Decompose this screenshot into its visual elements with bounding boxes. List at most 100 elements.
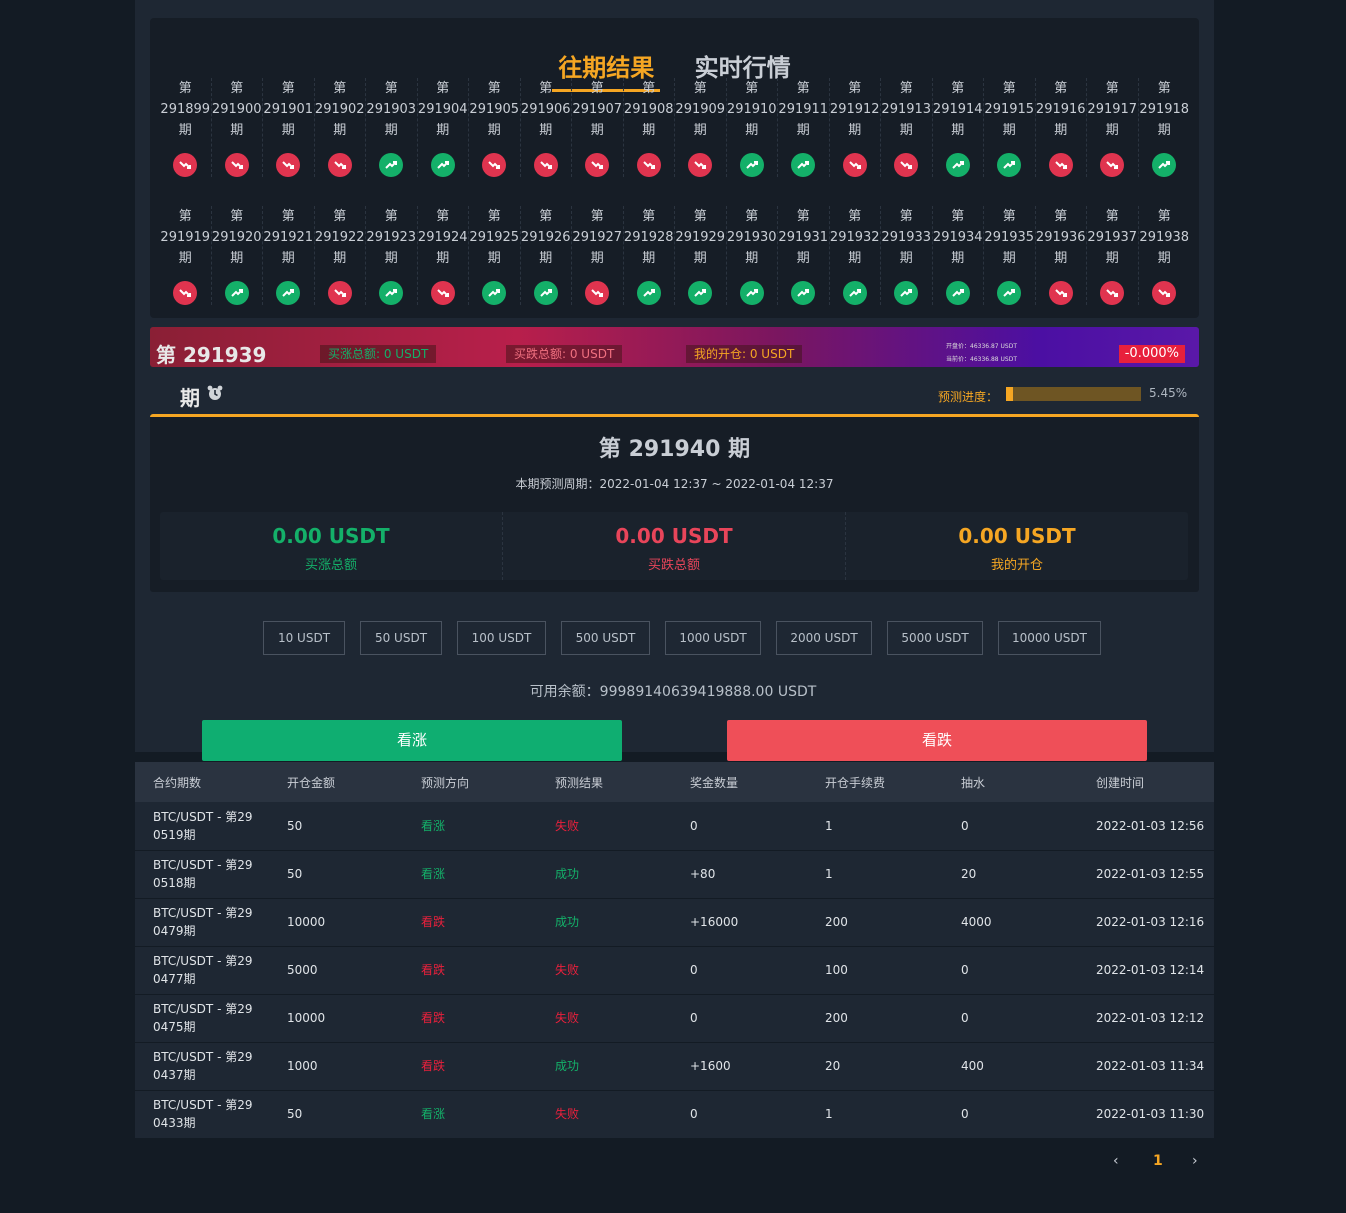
amount-button-50[interactable]: 50 USDT <box>360 621 442 655</box>
cell-direction: 看跌 <box>403 946 537 995</box>
pagination-page[interactable]: 1 <box>1153 1153 1163 1169</box>
period-prefix: 第 <box>1105 209 1119 224</box>
result-cell: 第 291900 期 <box>212 78 263 177</box>
period-number: 291914 <box>932 102 983 117</box>
tab-past-results[interactable]: 往期结果 <box>552 48 661 92</box>
trend-up-icon <box>945 281 970 305</box>
buy-down-button[interactable]: 看跌 <box>727 720 1147 761</box>
cell-contract: BTC/USDT - 第29 0518期 <box>135 850 269 899</box>
stat-label: 我的开仓 <box>990 558 1043 573</box>
period-suffix: 期 <box>281 123 295 138</box>
current-period-banner: 第 291939 买涨总额: 0 USDT 买跌总额: 0 USDT 我的开仓:… <box>150 327 1199 367</box>
amount-button-100[interactable]: 100 USDT <box>457 621 546 655</box>
result-cell: 第 291935 期 <box>984 206 1036 305</box>
period-prefix: 第 <box>333 81 347 96</box>
period-suffix: 期 <box>384 251 398 266</box>
stat-label: 买涨总额 <box>304 558 357 573</box>
period-suffix: 期 <box>1054 251 1068 266</box>
trend-down-icon <box>276 153 301 177</box>
trend-up-icon <box>533 281 558 305</box>
tab-live-market[interactable]: 实时行情 <box>694 54 791 82</box>
trend-up-icon <box>842 281 867 305</box>
period-number: 291931 <box>778 230 829 245</box>
amount-button-1000[interactable]: 1000 USDT <box>665 621 761 655</box>
amount-button-2000[interactable]: 2000 USDT <box>776 621 872 655</box>
buy-up-button[interactable]: 看涨 <box>202 720 622 761</box>
cell-contract: BTC/USDT - 第29 0519期 <box>135 802 269 851</box>
period-suffix: 期 <box>487 123 501 138</box>
column-header: 预测方向 <box>403 762 537 802</box>
period-suffix: 期 <box>178 251 192 266</box>
period-prefix: 第 <box>230 209 244 224</box>
contract-line: BTC/USDT - 第29 <box>153 1098 253 1112</box>
period-prefix: 第 <box>230 81 244 96</box>
trend-down-icon <box>173 281 198 305</box>
tab-bar: 往期结果 实时行情 <box>150 48 1199 92</box>
period-suffix: 期 <box>230 123 244 138</box>
cell-bonus: 0 <box>672 1090 807 1139</box>
period-suffix: 期 <box>1157 123 1171 138</box>
result-cell: 第 291923 期 <box>366 206 418 305</box>
contract-line: 0437期 <box>153 1068 196 1082</box>
period-suffix: 期 <box>1002 251 1016 266</box>
table-row: BTC/USDT - 第29 0475期 10000 看跌 失败 0 200 0 2022-01… <box>135 994 1214 1043</box>
period-prefix: 第 <box>384 81 398 96</box>
contract-line: 0518期 <box>153 876 196 890</box>
amount-button-5000[interactable]: 5000 USDT <box>887 621 983 655</box>
result-cell: 第 291921 期 <box>263 206 315 305</box>
result-cell: 第 291933 期 <box>881 206 933 305</box>
trend-down-icon <box>688 153 713 177</box>
cell-result: 失败 <box>537 1090 672 1139</box>
result-cell: 第 291913 期 <box>881 78 933 177</box>
progress-percent: 5.45% <box>1149 386 1188 400</box>
trend-up-icon <box>791 153 816 177</box>
results-row-2: 第 291919 期 第 291920 期 第 291921 期 第 291922 期 第 291923 期… <box>160 206 1190 305</box>
period-suffix: 期 <box>436 123 450 138</box>
progress-bar <box>1006 387 1141 401</box>
amount-button-10[interactable]: 10 USDT <box>263 621 345 655</box>
period-suffix: 期 <box>796 123 810 138</box>
period-suffix: 期 <box>693 251 707 266</box>
pagination-next[interactable]: › <box>1192 1153 1198 1169</box>
contract-line: 0519期 <box>153 827 196 842</box>
period-number: 291917 <box>1087 102 1138 117</box>
period-suffix: 期 <box>1105 251 1119 266</box>
contract-line: BTC/USDT - 第29 <box>153 906 253 920</box>
period-suffix: 期 <box>333 251 347 266</box>
column-header: 奖金数量 <box>672 762 807 802</box>
banner-period-title: 第 291939 <box>156 343 267 367</box>
trend-down-icon <box>1048 153 1073 177</box>
cell-direction: 看跌 <box>403 1042 537 1091</box>
period-suffix: 期 <box>848 251 862 266</box>
period-suffix: 期 <box>539 251 553 266</box>
result-cell: 第 291919 期 <box>160 206 212 305</box>
period-prefix: 第 <box>384 209 398 224</box>
period-prefix: 第 <box>281 209 295 224</box>
result-cell: 第 291932 期 <box>830 206 881 305</box>
trend-up-icon <box>379 153 404 177</box>
period-prefix: 第 <box>487 81 501 96</box>
pagination-prev[interactable]: ‹ <box>1113 1153 1119 1169</box>
amount-button-10000[interactable]: 10000 USDT <box>998 621 1101 655</box>
contract-line: 0479期 <box>153 924 196 938</box>
trend-down-icon <box>327 153 352 177</box>
period-suffix: 期 <box>281 251 295 266</box>
period-prefix: 第 <box>333 209 347 224</box>
result-cell: 第 291918 期 <box>1139 78 1191 177</box>
period-suffix: 期 <box>1002 123 1016 138</box>
trend-down-icon <box>1100 281 1125 305</box>
result-cell: 第 291916 期 <box>1036 78 1087 177</box>
cell-fee: 200 <box>807 994 943 1043</box>
cell-time: 2022-01-03 12:16 <box>1078 898 1214 947</box>
cell-amount: 1000 <box>269 1042 403 1091</box>
stat-label: 买跌总额 <box>647 558 700 573</box>
cell-fee: 1 <box>807 802 943 851</box>
period-suffix: 期 <box>487 251 501 266</box>
period-prefix: 第 <box>178 81 192 96</box>
amount-button-500[interactable]: 500 USDT <box>561 621 650 655</box>
period-number: 291909 <box>675 102 726 117</box>
cell-bonus: 0 <box>672 802 807 851</box>
period-suffix: 期 <box>796 251 810 266</box>
cell-draw: 400 <box>943 1042 1078 1091</box>
period-number: 291936 <box>1035 230 1086 245</box>
